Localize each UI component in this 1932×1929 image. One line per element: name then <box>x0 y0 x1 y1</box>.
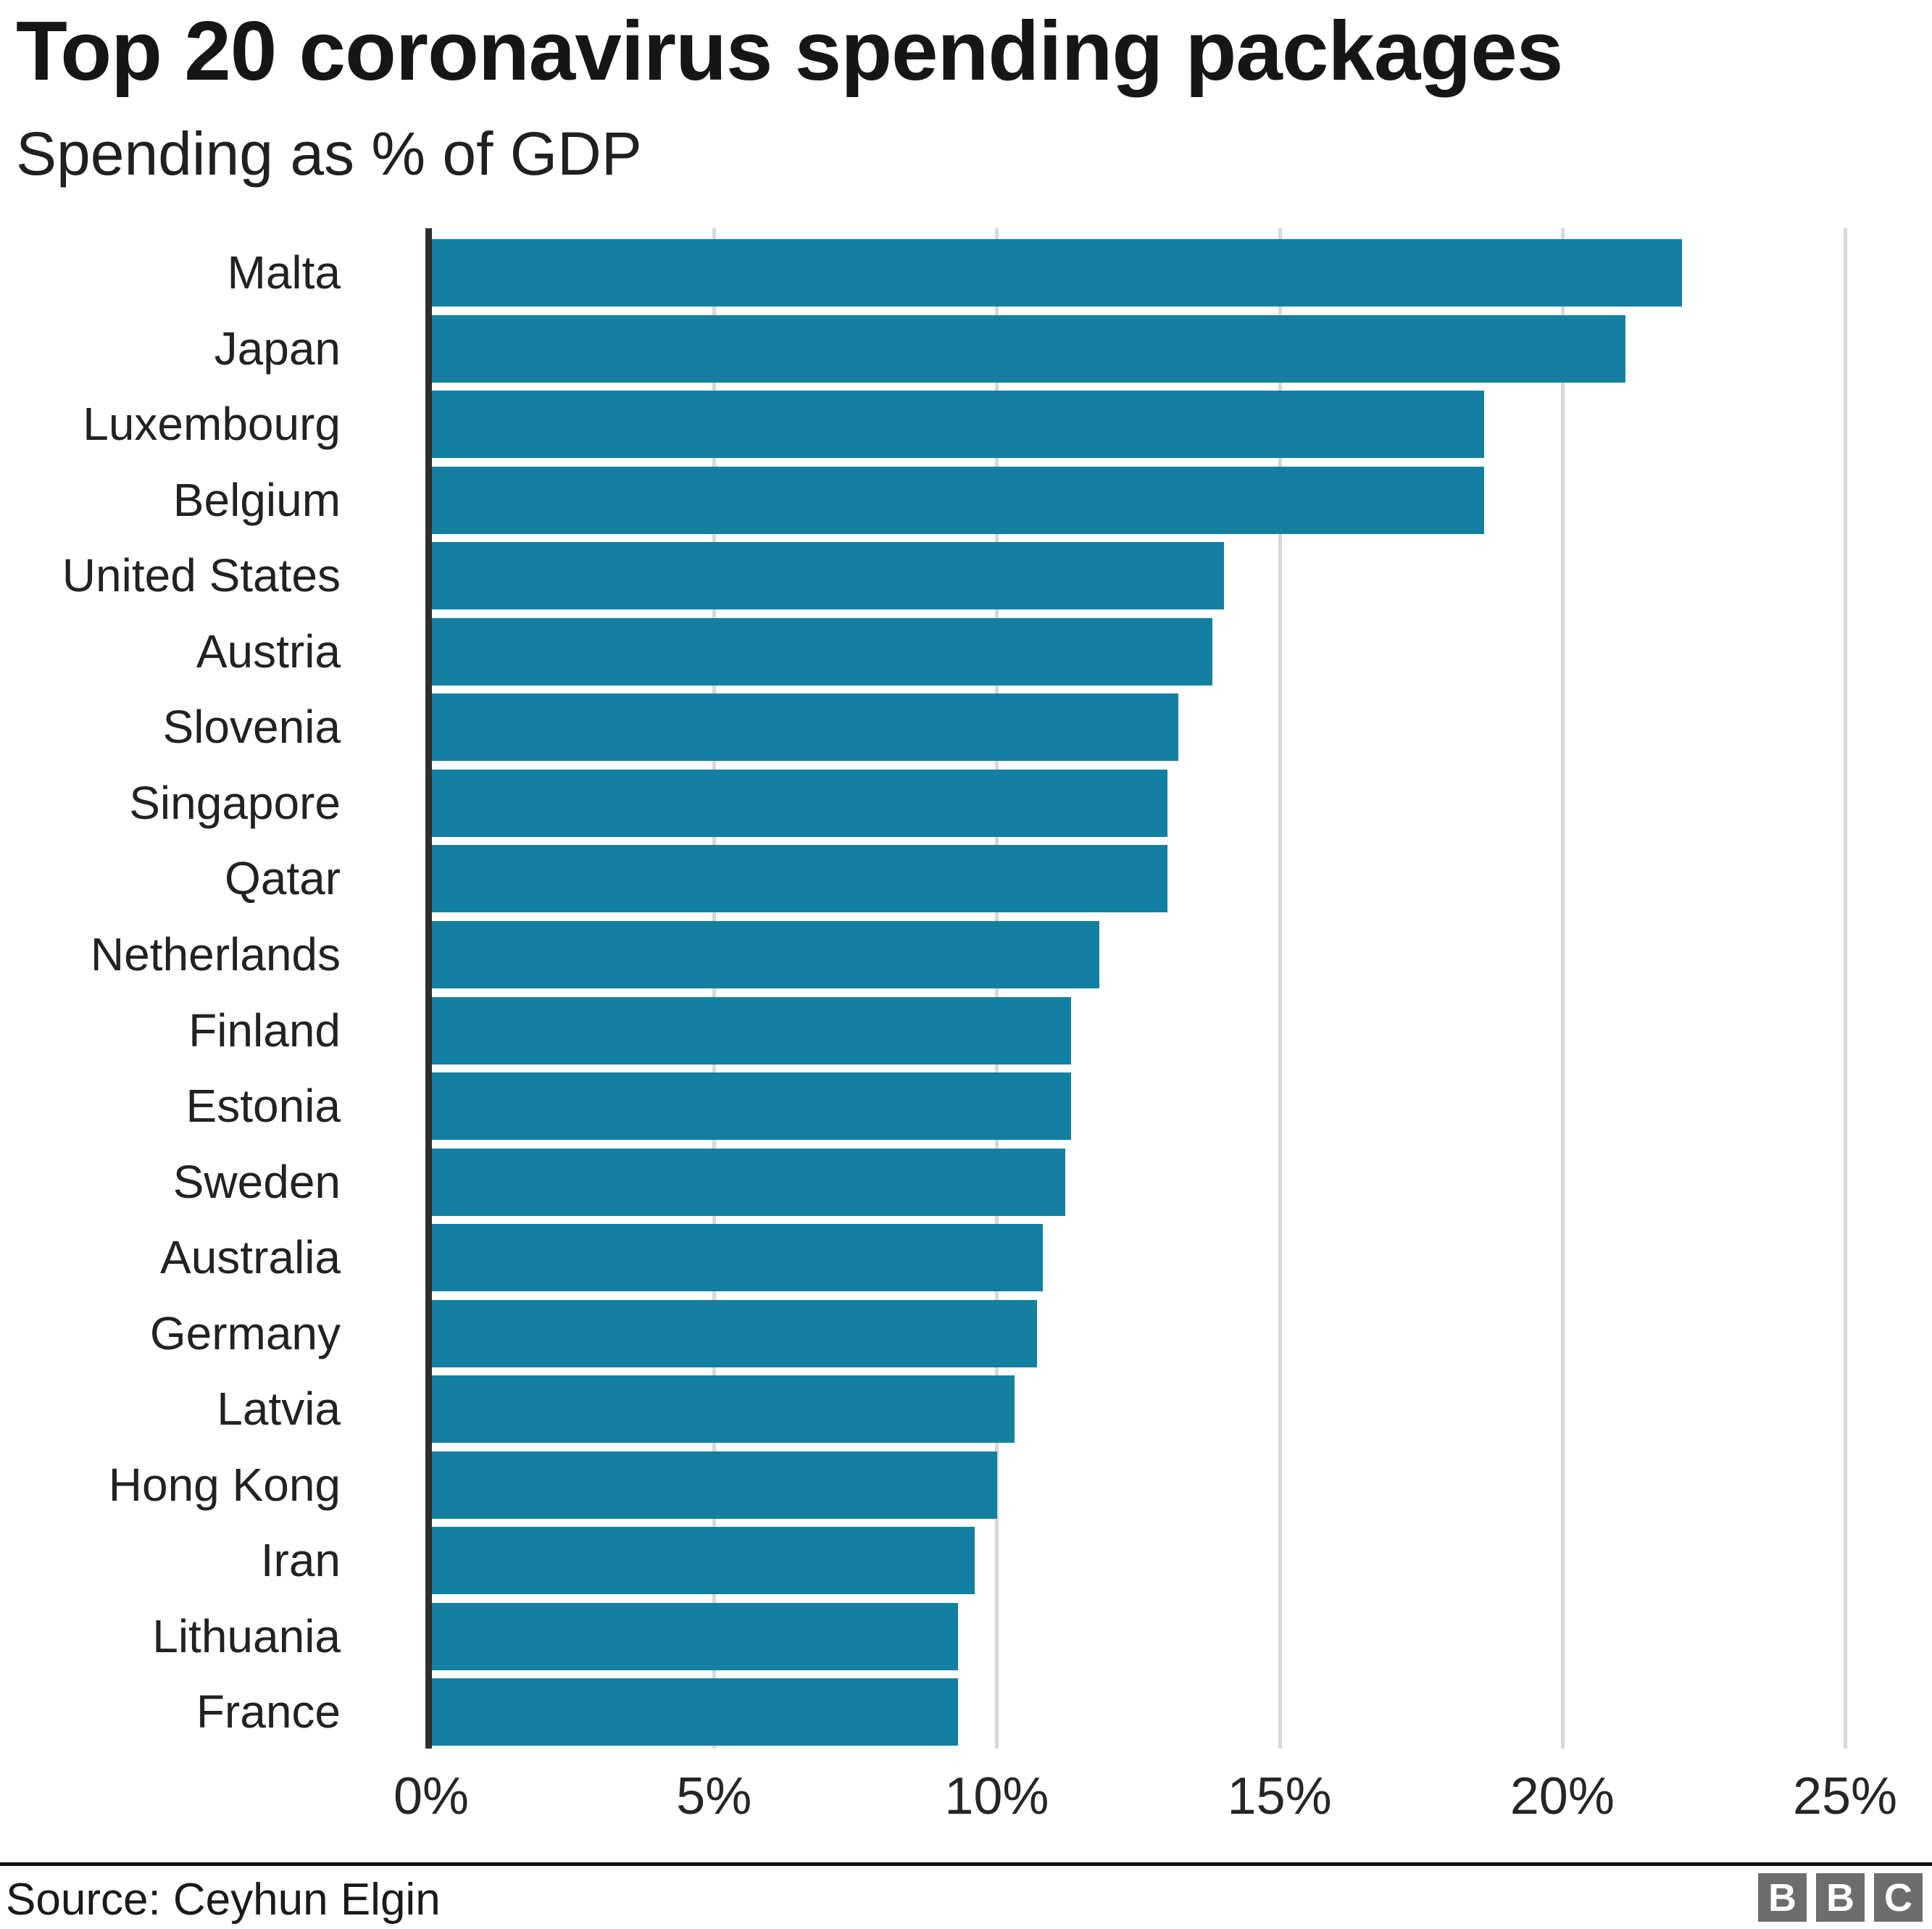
category-label-slovenia: Slovenia <box>162 701 341 753</box>
category-label-netherlands: Netherlands <box>90 928 341 980</box>
category-label-united-states: United States <box>62 549 341 601</box>
category-label-australia: Australia <box>160 1231 341 1283</box>
gridline-5pct <box>712 228 717 1749</box>
bar-hong-kong <box>432 1451 997 1519</box>
category-label-estonia: Estonia <box>186 1080 341 1132</box>
x-tick-25pct: 25% <box>1792 1767 1898 1825</box>
bbc-logo-letter-3: C <box>1874 1873 1923 1922</box>
source-credit: Source: Ceyhun Elgin <box>6 1875 441 1925</box>
bar-australia <box>432 1224 1043 1291</box>
bar-lithuania <box>432 1603 958 1670</box>
bar-malta <box>432 239 1682 307</box>
bar-france <box>432 1678 958 1746</box>
bar-latvia <box>432 1375 1015 1443</box>
gridline-10pct <box>995 228 999 1749</box>
category-label-lithuania: Lithuania <box>152 1610 341 1662</box>
bar-united-states <box>432 542 1224 609</box>
category-label-iran: Iran <box>260 1534 341 1586</box>
bar-netherlands <box>432 921 1099 988</box>
chart-subtitle: Spending as % of GDP <box>16 120 642 188</box>
bar-singapore <box>432 770 1167 837</box>
x-tick-0pct: 0% <box>393 1767 470 1825</box>
category-label-austria: Austria <box>196 625 341 678</box>
bar-sweden <box>432 1149 1065 1216</box>
bar-slovenia <box>432 693 1178 761</box>
x-tick-20pct: 20% <box>1510 1767 1615 1825</box>
category-label-singapore: Singapore <box>129 777 341 829</box>
category-label-luxembourg: Luxembourg <box>83 398 341 450</box>
bar-qatar <box>432 845 1167 912</box>
bbc-logo-letter-2: B <box>1816 1873 1865 1922</box>
chart-title: Top 20 coronavirus spending packages <box>16 4 1563 98</box>
category-label-malta: Malta <box>227 246 341 299</box>
bbc-logo-letter-1: B <box>1758 1873 1807 1922</box>
x-tick-5pct: 5% <box>676 1767 752 1825</box>
category-label-germany: Germany <box>149 1307 341 1359</box>
bar-belgium <box>432 467 1484 534</box>
x-tick-15pct: 15% <box>1227 1767 1332 1825</box>
bar-iran <box>432 1527 975 1594</box>
category-label-hong-kong: Hong Kong <box>108 1459 341 1511</box>
footer-divider <box>0 1862 1932 1866</box>
gridline-25pct <box>1844 228 1847 1749</box>
category-label-sweden: Sweden <box>172 1156 341 1208</box>
bar-finland <box>432 997 1071 1065</box>
category-label-france: France <box>196 1686 341 1738</box>
category-label-latvia: Latvia <box>217 1383 341 1435</box>
plot-area <box>425 228 1847 1749</box>
category-label-japan: Japan <box>214 322 341 375</box>
bar-japan <box>432 315 1625 383</box>
bar-austria <box>432 618 1212 686</box>
gridline-15pct <box>1278 228 1282 1749</box>
category-label-finland: Finland <box>188 1004 341 1057</box>
category-label-belgium: Belgium <box>172 474 341 526</box>
bar-germany <box>432 1300 1037 1367</box>
gridline-20pct <box>1560 228 1565 1749</box>
y-axis-spine <box>425 228 432 1749</box>
bar-estonia <box>432 1072 1071 1140</box>
category-label-qatar: Qatar <box>224 852 341 904</box>
x-tick-10pct: 10% <box>944 1767 1049 1825</box>
bar-luxembourg <box>432 391 1484 458</box>
